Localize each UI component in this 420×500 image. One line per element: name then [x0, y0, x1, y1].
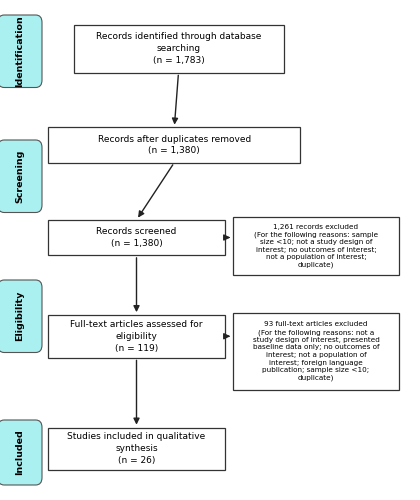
Text: Records identified through database
searching
(n = 1,783): Records identified through database sear…	[96, 32, 261, 65]
Text: Included: Included	[16, 430, 24, 476]
FancyBboxPatch shape	[233, 218, 399, 275]
FancyBboxPatch shape	[74, 25, 284, 72]
FancyBboxPatch shape	[48, 220, 225, 255]
FancyBboxPatch shape	[0, 280, 42, 352]
FancyBboxPatch shape	[48, 315, 225, 358]
Text: Studies included in qualitative
synthesis
(n = 26): Studies included in qualitative synthesi…	[67, 432, 206, 465]
FancyBboxPatch shape	[0, 420, 42, 485]
Text: Screening: Screening	[16, 150, 24, 203]
Text: Records after duplicates removed
(n = 1,380): Records after duplicates removed (n = 1,…	[98, 134, 251, 156]
Text: 1,261 records excluded
(For the following reasons: sample
size <10; not a study : 1,261 records excluded (For the followin…	[254, 224, 378, 268]
FancyBboxPatch shape	[0, 15, 42, 88]
FancyBboxPatch shape	[233, 312, 399, 390]
FancyBboxPatch shape	[48, 128, 300, 162]
Text: Full-text articles assessed for
eligibility
(n = 119): Full-text articles assessed for eligibil…	[70, 320, 203, 352]
Text: Eligibility: Eligibility	[16, 291, 24, 342]
Text: Identification: Identification	[16, 16, 24, 87]
Text: Records screened
(n = 1,380): Records screened (n = 1,380)	[96, 227, 177, 248]
FancyBboxPatch shape	[0, 140, 42, 212]
Text: 93 full-text articles excluded
(For the following reasons: not a
study design of: 93 full-text articles excluded (For the …	[252, 322, 380, 381]
FancyBboxPatch shape	[48, 428, 225, 470]
